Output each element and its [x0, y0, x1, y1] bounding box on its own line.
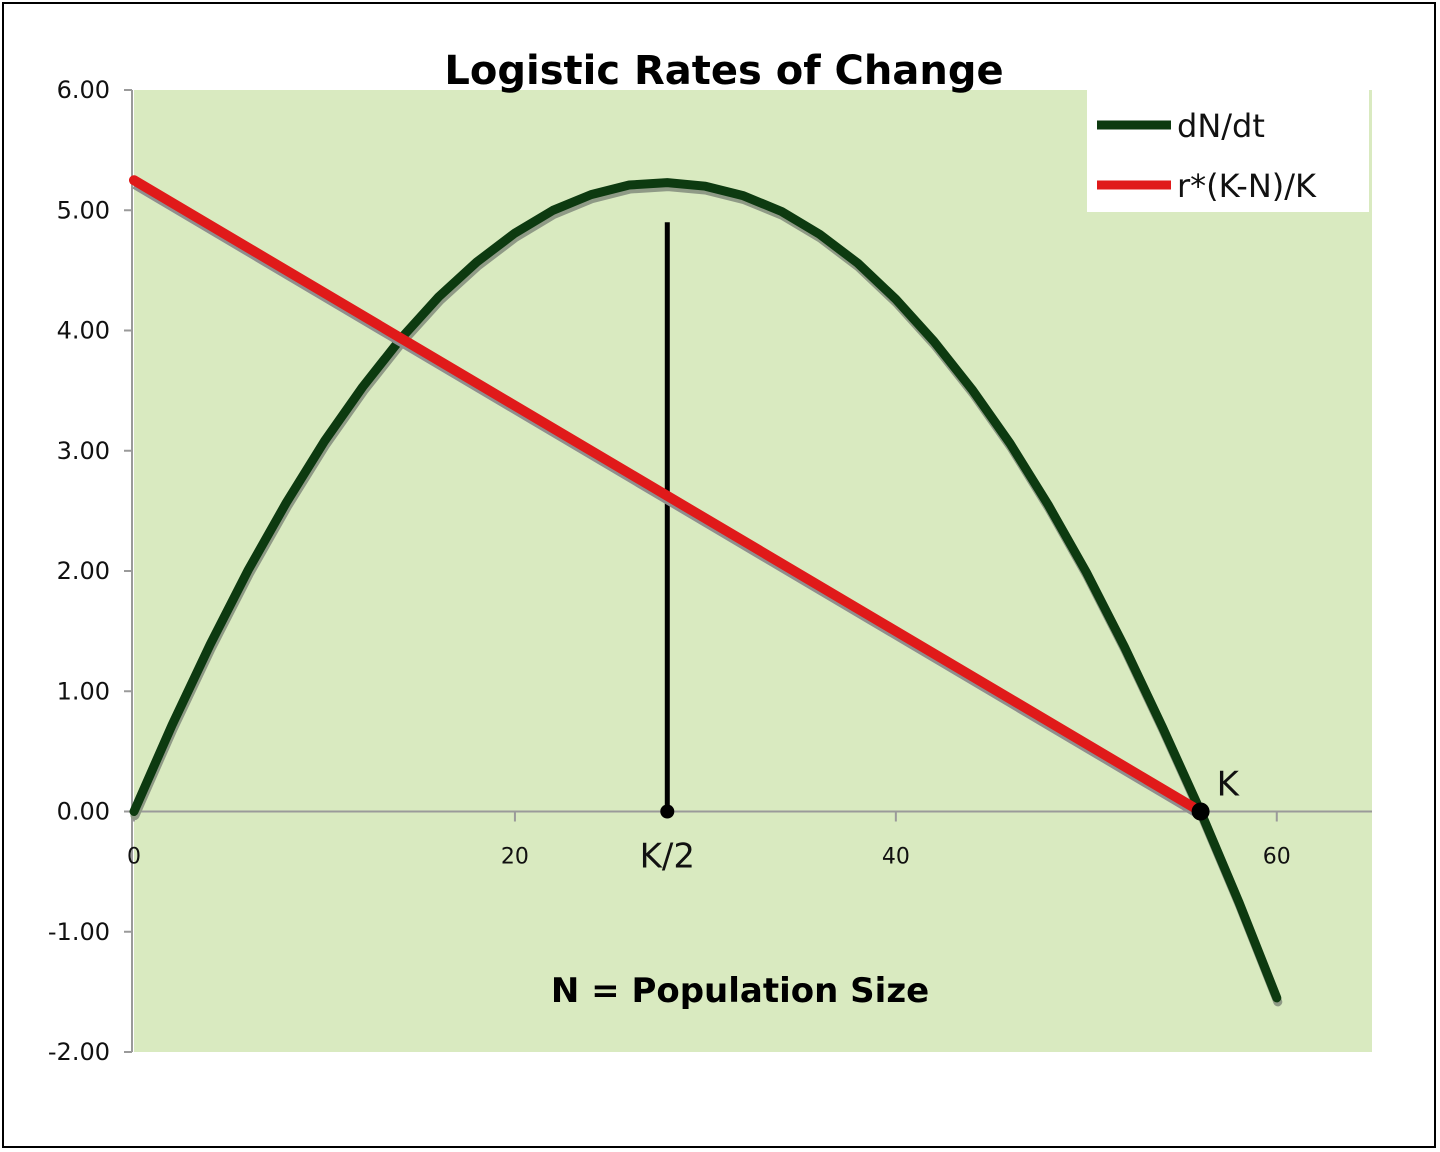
annotation-k: K	[1217, 765, 1241, 805]
x-axis-label: N = Population Size	[551, 971, 929, 1011]
series-r-term-line	[129, 175, 1206, 817]
x-tick-label: 0	[127, 845, 141, 870]
k-point	[1191, 802, 1210, 821]
y-tick-label: 2.00	[57, 557, 110, 585]
x-tick-label: 60	[1263, 845, 1291, 870]
x-tick-label: 20	[501, 845, 529, 870]
y-tick-label: 6.00	[57, 76, 110, 104]
y-tick-label: -2.00	[48, 1038, 110, 1066]
y-tick-label: 3.00	[57, 437, 110, 465]
legend-box	[1087, 90, 1369, 212]
y-tick-label: 1.00	[57, 677, 110, 705]
legend: dN/dt r*(K-N)/K	[1087, 90, 1369, 212]
series-layer	[129, 175, 1283, 1007]
logistic-chart: 6.00 5.00 4.00 3.00 2.00 1.00 0.00 -1.00 -2.00 0…	[48, 48, 1372, 1066]
y-tick-label: 4.00	[57, 317, 110, 345]
chart-title: Logistic Rates of Change	[444, 48, 1003, 94]
plot-area	[134, 90, 1372, 1052]
legend-label-dn-dt: dN/dt	[1177, 107, 1265, 145]
series-dn-dt-line	[129, 178, 1282, 1003]
annotation-layer: K/2 K	[640, 765, 1241, 877]
x-tick-labels: 0 20 40 60	[127, 845, 1291, 870]
annotation-k-half: K/2	[640, 837, 695, 877]
legend-label-r-term: r*(K-N)/K	[1177, 167, 1317, 205]
y-tick-label: -1.00	[48, 918, 110, 946]
x-tick-label: 40	[882, 845, 910, 870]
y-tick-label: 0.00	[57, 798, 110, 826]
y-tick-labels: 6.00 5.00 4.00 3.00 2.00 1.00 0.00 -1.00 -2.00	[48, 76, 110, 1066]
k-half-point	[660, 804, 675, 819]
y-tick-label: 5.00	[57, 196, 110, 224]
